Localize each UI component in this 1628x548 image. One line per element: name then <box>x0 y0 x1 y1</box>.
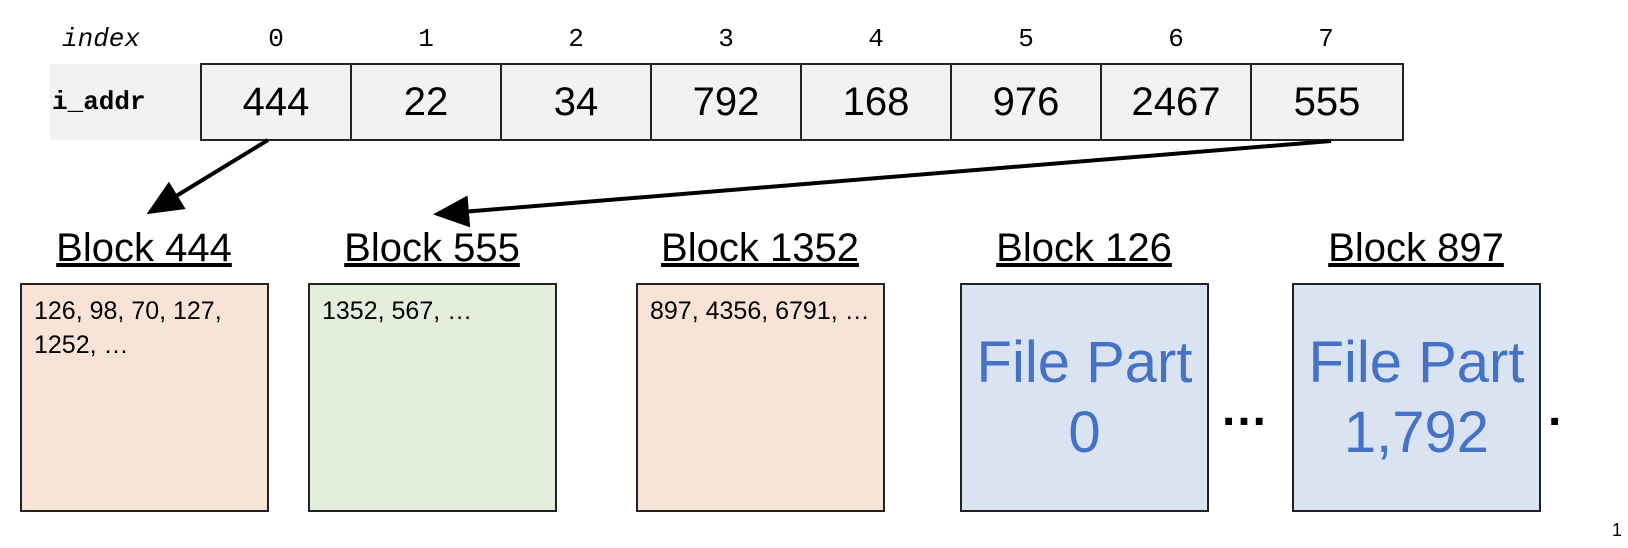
i-addr-cell-0: 444 <box>200 63 352 141</box>
i-addr-cell-4: 168 <box>800 63 952 141</box>
index-5: 5 <box>1018 24 1034 54</box>
block-126-box: File Part 0 <box>960 283 1209 512</box>
file-part-number: 1,792 <box>1343 399 1490 465</box>
file-part-number: 0 <box>1068 399 1101 465</box>
block-444-box: 126, 98, 70, 127, 1252, … <box>20 283 269 512</box>
index-1: 1 <box>418 24 434 54</box>
index-4: 4 <box>868 24 884 54</box>
block-555-box: 1352, 567, … <box>308 283 557 512</box>
block-1352-title: Block 1352 <box>661 226 859 270</box>
index-3: 3 <box>718 24 734 54</box>
file-part-label: File Part <box>1308 329 1525 395</box>
file-part-label: File Part <box>976 329 1193 395</box>
block-126-title: Block 126 <box>996 226 1172 270</box>
i-addr-cell-5: 976 <box>950 63 1102 141</box>
ellipsis-right: . <box>1548 383 1564 436</box>
i-addr-cell-3: 792 <box>650 63 802 141</box>
block-897-title: Block 897 <box>1328 226 1504 270</box>
block-897-box: File Part 1,792 <box>1292 283 1541 512</box>
block-1352-box: 897, 4356, 6791, … <box>636 283 885 512</box>
block-555-title: Block 555 <box>344 226 520 270</box>
i-addr-cell-1: 22 <box>350 63 502 141</box>
index-0: 0 <box>268 24 284 54</box>
index-6: 6 <box>1168 24 1184 54</box>
block-444-title: Block 444 <box>56 226 232 270</box>
i-addr-cell-7: 555 <box>1250 63 1404 141</box>
page-number: 1 <box>1612 520 1623 540</box>
ellipsis: … <box>1220 383 1270 436</box>
index-2: 2 <box>568 24 584 54</box>
index-7: 7 <box>1318 24 1334 54</box>
i-addr-label: i_addr <box>50 64 202 140</box>
index-label: index <box>62 24 141 54</box>
i-addr-cell-6: 2467 <box>1100 63 1252 141</box>
arrow-index7-to-block555 <box>433 139 1332 228</box>
i-addr-cell-2: 34 <box>500 63 652 141</box>
arrow-index0-to-block444 <box>146 138 270 215</box>
